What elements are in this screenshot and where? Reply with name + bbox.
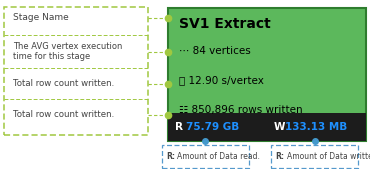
Text: ☷ 850,896 rows written: ☷ 850,896 rows written: [179, 105, 302, 115]
Text: Total row count written.: Total row count written.: [13, 110, 114, 119]
FancyBboxPatch shape: [4, 7, 148, 135]
Text: Total row count written.: Total row count written.: [13, 79, 114, 88]
Text: ⋯ 84 vertices: ⋯ 84 vertices: [179, 46, 250, 56]
FancyBboxPatch shape: [168, 8, 366, 141]
Text: R:: R:: [276, 152, 285, 161]
Text: Amount of Data written.: Amount of Data written.: [287, 152, 370, 161]
Text: ⧖ 12.90 s/vertex: ⧖ 12.90 s/vertex: [179, 75, 263, 85]
Text: 133.13 MB: 133.13 MB: [285, 122, 347, 132]
Text: R: R: [175, 122, 183, 132]
Text: Amount of Data read.: Amount of Data read.: [178, 152, 260, 161]
FancyBboxPatch shape: [162, 145, 249, 168]
FancyBboxPatch shape: [271, 145, 358, 168]
Text: W: W: [274, 122, 285, 132]
Text: SV1 Extract: SV1 Extract: [179, 17, 271, 31]
Text: 75.79 GB: 75.79 GB: [186, 122, 239, 132]
Text: The AVG vertex execution
time for this stage: The AVG vertex execution time for this s…: [13, 42, 122, 61]
FancyBboxPatch shape: [168, 113, 366, 141]
Text: Stage Name: Stage Name: [13, 13, 69, 22]
Text: R:: R:: [166, 152, 175, 161]
